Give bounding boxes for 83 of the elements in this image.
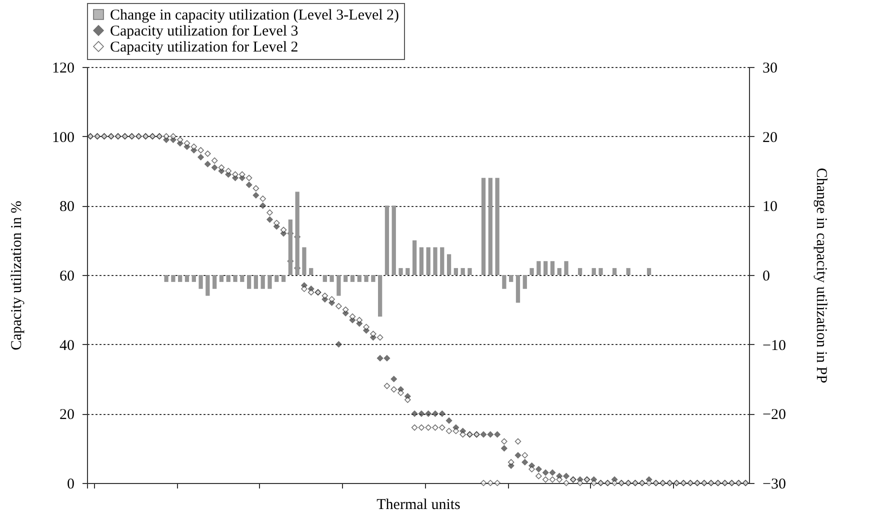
- bar: [488, 178, 492, 275]
- y-tick-label: 0: [67, 476, 74, 492]
- bar: [550, 261, 555, 275]
- bar: [288, 220, 292, 275]
- bar: [481, 178, 486, 275]
- bar: [240, 275, 244, 282]
- bar: [226, 275, 230, 282]
- y-tick-label: 80: [60, 199, 74, 216]
- y2-tick-label: −20: [762, 407, 786, 424]
- y-tick-label: 40: [60, 338, 74, 354]
- bar: [378, 275, 382, 317]
- y2-tick-label: 20: [762, 130, 778, 146]
- bar: [592, 268, 596, 275]
- bar: [440, 247, 444, 275]
- y2-tick-label: 10: [762, 199, 778, 216]
- bar: [426, 247, 430, 275]
- bar: [598, 268, 603, 275]
- bar: [206, 275, 210, 296]
- bar: [281, 275, 286, 282]
- bar: [612, 268, 617, 275]
- bar: [522, 275, 527, 289]
- y-axis-title: Capacity utilization in %: [9, 200, 25, 350]
- bar: [371, 275, 376, 282]
- bar: [184, 275, 190, 282]
- bar: [384, 206, 390, 275]
- bar: [322, 275, 327, 282]
- bar: [364, 275, 368, 282]
- bar: [468, 268, 472, 275]
- x-axis-title: Thermal units: [376, 497, 461, 513]
- y2-tick-label: −30: [762, 476, 786, 492]
- bar: [392, 206, 396, 275]
- bar: [460, 268, 465, 275]
- bar: [502, 275, 506, 289]
- bar: [336, 275, 341, 296]
- y-tick-label: 100: [52, 130, 74, 146]
- y2-tick-label: −10: [762, 338, 786, 354]
- bar: [530, 268, 534, 275]
- bar: [246, 275, 252, 289]
- bar: [212, 275, 217, 289]
- y-tick-label: 60: [60, 268, 74, 284]
- bar: [302, 247, 306, 275]
- y2-tick-label: 0: [762, 268, 770, 284]
- bar: [446, 254, 452, 275]
- bar: [454, 268, 458, 275]
- bar: [274, 275, 279, 282]
- legend-label: Capacity utilization for Level 2: [110, 40, 298, 56]
- bar: [406, 268, 410, 275]
- bar: [330, 275, 334, 282]
- legend-label: Capacity utilization for Level 3: [110, 24, 298, 40]
- bar: [295, 192, 300, 275]
- bar: [260, 275, 265, 289]
- bar: [178, 275, 182, 282]
- bar: [219, 275, 224, 282]
- bar: [198, 275, 203, 289]
- bar: [350, 275, 355, 282]
- bar: [516, 275, 520, 303]
- bar: [344, 275, 348, 282]
- y-tick-label: 20: [60, 407, 74, 424]
- bar: [626, 268, 630, 275]
- bar: [398, 268, 403, 275]
- bar: [192, 275, 196, 282]
- y-tick-label: 120: [52, 60, 74, 76]
- bar: [578, 268, 582, 275]
- y2-axis-title: Change in capacity utilization in PP: [812, 168, 829, 384]
- bar: [557, 268, 562, 275]
- legend-label: Change in capacity utilization (Level 3-Level 2): [110, 8, 400, 24]
- bar: [536, 261, 541, 275]
- bar: [233, 275, 238, 282]
- bar: [646, 268, 652, 275]
- bar: [495, 178, 500, 275]
- bar: [357, 275, 362, 282]
- bar: [171, 275, 176, 282]
- bar: [544, 261, 548, 275]
- y2-tick-label: 30: [762, 60, 778, 76]
- bar: [509, 275, 514, 282]
- bar: [268, 275, 272, 289]
- bar: [419, 247, 424, 275]
- bar: [564, 261, 568, 275]
- bar: [412, 240, 417, 275]
- bar: [254, 275, 258, 289]
- bar: [433, 247, 438, 275]
- bar: [309, 268, 314, 275]
- bar: [164, 275, 168, 282]
